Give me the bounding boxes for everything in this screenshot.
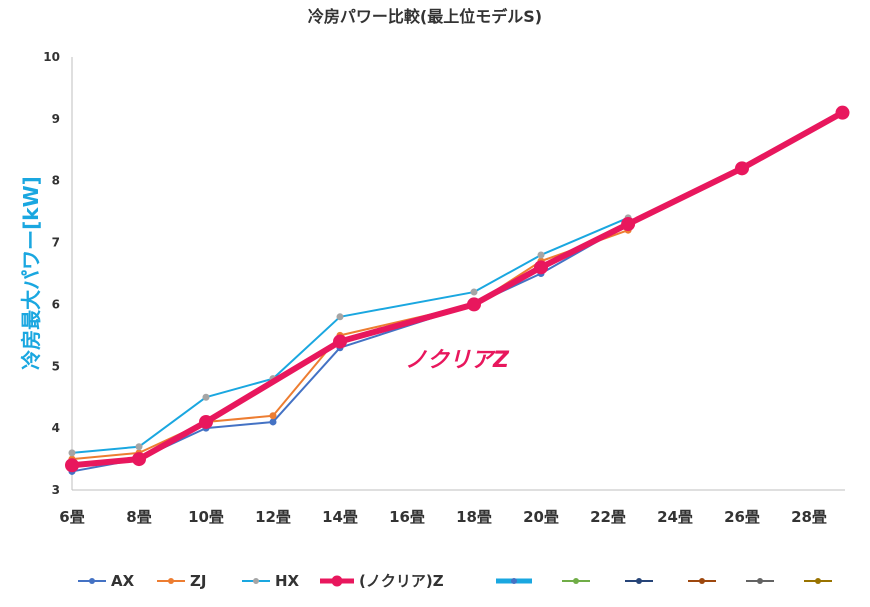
x-tick-label: 6畳 — [59, 508, 84, 526]
x-tick-label: 18畳 — [456, 508, 492, 526]
legend-swatch-marker — [757, 578, 763, 584]
data-point — [269, 412, 277, 420]
y-tick-label: 10 — [43, 50, 60, 64]
data-point — [68, 449, 76, 457]
legend: AX ZJ HX (ノクリア)Z — [78, 572, 832, 590]
y-tick-label: 9 — [52, 112, 60, 126]
y-tick-labels: 3 4 5 6 7 8 9 10 — [43, 50, 60, 497]
series-line — [71, 216, 630, 454]
legend-label: (ノクリア)Z — [359, 572, 444, 590]
legend-label: HX — [275, 572, 300, 590]
data-point — [470, 288, 478, 296]
data-point — [537, 251, 545, 259]
legend-item: ZJ — [157, 572, 206, 590]
x-tick-label: 8畳 — [126, 508, 151, 526]
legend-item: (ノクリア)Z — [320, 572, 444, 590]
y-tick-label: 4 — [52, 421, 60, 435]
series-annotation: ノクリアZ — [405, 348, 510, 373]
x-tick-label: 12畳 — [255, 508, 291, 526]
x-tick-label: 22畳 — [590, 508, 626, 526]
series-line — [69, 109, 846, 469]
legend-swatch-marker — [511, 578, 517, 584]
legend-swatch-marker — [331, 575, 343, 587]
legend-label: AX — [111, 572, 135, 590]
legend-swatch-marker — [253, 578, 259, 584]
x-tick-label: 16畳 — [389, 508, 425, 526]
x-tick-label: 14畳 — [322, 508, 358, 526]
y-tick-label: 8 — [52, 174, 60, 188]
y-tick-label: 3 — [52, 483, 60, 497]
legend-swatch-marker — [636, 578, 642, 584]
legend-swatch-marker — [699, 578, 705, 584]
series-3 — [68, 214, 632, 457]
data-point — [835, 105, 850, 120]
data-point — [202, 393, 210, 401]
x-tick-labels: 6畳 8畳 10畳 12畳 14畳 16畳 18畳 20畳 22畳 24畳 26畳 28畳 — [59, 508, 827, 526]
legend-item-unlabeled — [562, 578, 590, 584]
y-axis-label: 冷房最大パワー[kW] — [19, 176, 43, 370]
legend-swatch-marker — [573, 578, 579, 584]
y-tick-label: 6 — [52, 297, 60, 311]
legend-item-unlabeled — [496, 578, 532, 584]
data-point — [65, 458, 79, 473]
data-point — [132, 452, 146, 467]
series-layer — [65, 105, 850, 475]
legend-swatch-marker — [168, 578, 174, 584]
axes — [71, 57, 845, 491]
legend-item-unlabeled — [688, 578, 716, 584]
legend-label: ZJ — [190, 572, 206, 590]
y-tick-label: 5 — [52, 359, 60, 373]
data-point — [269, 418, 277, 426]
data-point — [735, 161, 749, 176]
legend-item: HX — [242, 572, 300, 590]
data-point — [199, 414, 213, 429]
legend-item-unlabeled — [625, 578, 653, 584]
legend-item-unlabeled — [804, 578, 832, 584]
data-point — [534, 260, 548, 275]
series-line — [71, 229, 630, 461]
series-4 — [65, 105, 850, 473]
x-tick-label: 10畳 — [188, 508, 224, 526]
legend-item-unlabeled — [746, 578, 774, 584]
y-tick-label: 7 — [52, 236, 60, 250]
x-tick-label: 24畳 — [657, 508, 693, 526]
x-tick-label: 28畳 — [791, 508, 827, 526]
x-tick-label: 20畳 — [523, 508, 559, 526]
legend-item: AX — [78, 572, 135, 590]
data-point — [333, 334, 347, 349]
x-tick-label: 26畳 — [724, 508, 760, 526]
chart-title: 冷房パワー比較(最上位モデルS) — [308, 7, 542, 26]
data-point — [336, 313, 344, 321]
legend-swatch-marker — [815, 578, 821, 584]
data-point — [135, 443, 143, 451]
data-point — [621, 217, 636, 232]
legend-swatch-marker — [89, 578, 95, 584]
data-point — [467, 297, 481, 312]
